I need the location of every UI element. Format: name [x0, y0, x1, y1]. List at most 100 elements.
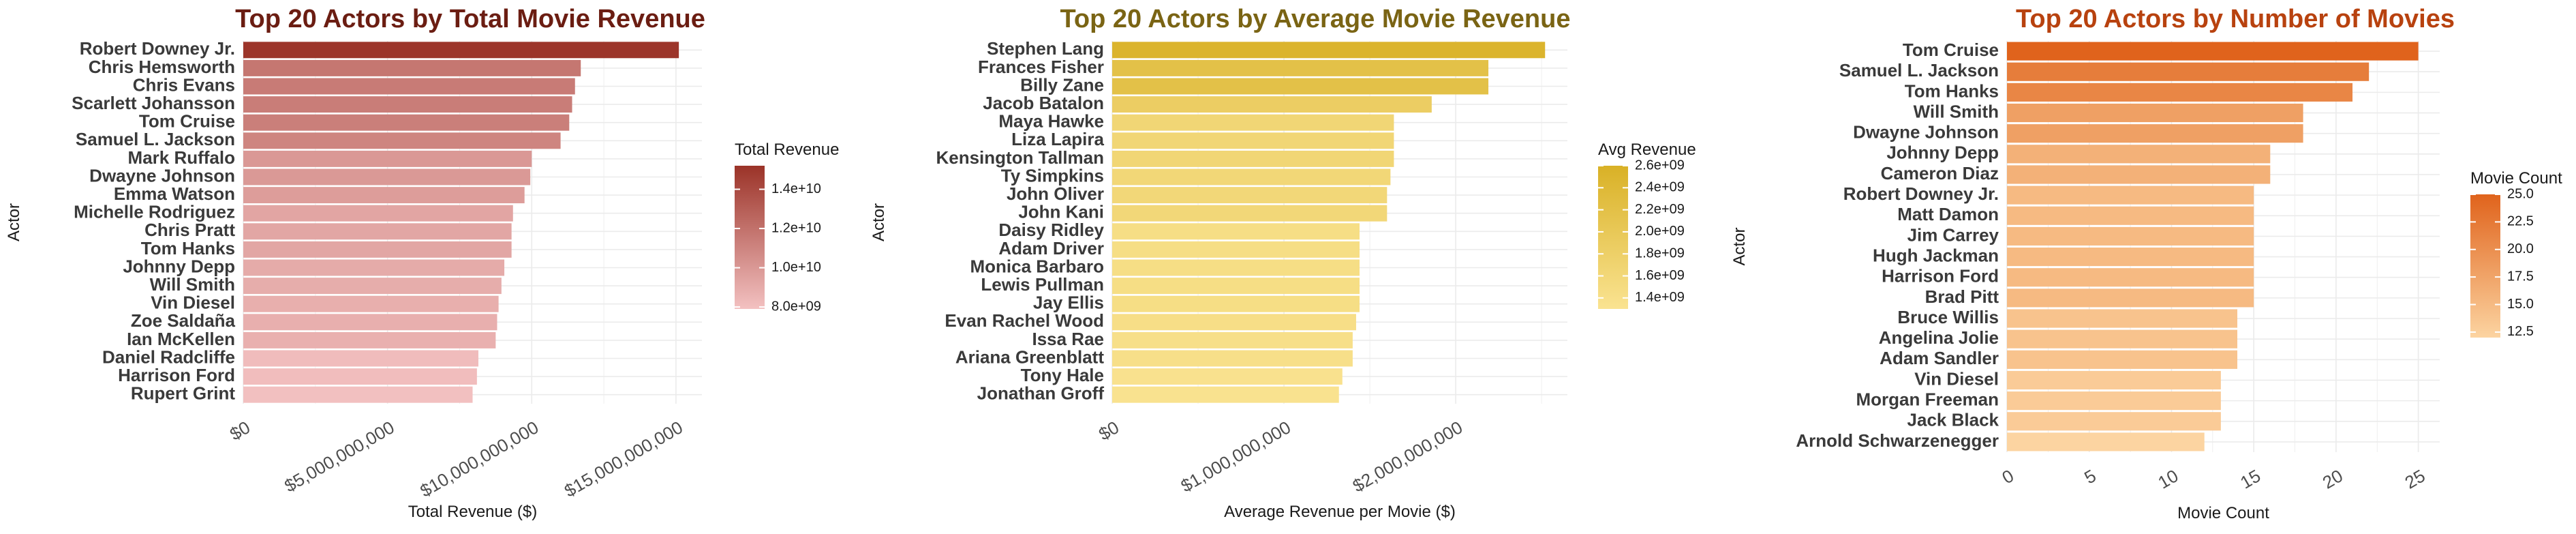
category-tick-label: Arnold Schwarzenegger	[1796, 430, 1999, 451]
bar	[1112, 314, 1356, 331]
category-tick-label: Ariana Greenblatt	[955, 346, 1105, 367]
category-tick-label: Lewis Pullman	[981, 274, 1104, 295]
bar	[2007, 432, 2205, 451]
bar	[243, 132, 561, 149]
bar	[1112, 278, 1360, 295]
bar	[1112, 168, 1391, 186]
bar	[2007, 370, 2221, 390]
category-tick-label: Jay Ellis	[1033, 293, 1104, 313]
category-tick-label: Ian McKellen	[127, 329, 235, 349]
legend-tick-label: 1.4e+09	[1635, 290, 1685, 305]
legend-colorbar	[1598, 166, 1628, 309]
legend-title: Avg Revenue	[1598, 140, 1696, 159]
bar	[243, 96, 572, 113]
bar	[1112, 241, 1360, 258]
bar	[1112, 205, 1387, 222]
category-tick-label: Tom Cruise	[139, 111, 235, 132]
category-tick-label: Jim Carrey	[1907, 224, 1999, 245]
bar	[2007, 248, 2254, 267]
legend-tick-label: 1.6e+09	[1635, 268, 1685, 283]
category-tick-label: Tom Hanks	[1905, 80, 1999, 101]
legend-colorbar	[735, 166, 765, 309]
category-tick-label: Kensington Tallman	[936, 147, 1104, 168]
category-tick-label: Chris Evans	[133, 74, 235, 95]
category-tick-label: Dwayne Johnson	[1853, 122, 1999, 143]
x-tick-label: $15,000,000,000	[561, 417, 686, 501]
x-tick-label: 20	[2319, 465, 2346, 492]
bar	[2007, 329, 2238, 348]
legend: Total Revenue 8.0e+09 1.0e+10 1.2e+10 1.4e+1…	[735, 140, 839, 314]
bar	[2007, 309, 2238, 328]
bar	[2007, 186, 2254, 205]
bar	[2007, 145, 2271, 164]
bar	[243, 350, 478, 367]
bar	[1112, 259, 1360, 276]
bar	[243, 187, 525, 204]
bar	[2007, 165, 2271, 184]
legend-tick-label: 1.2e+10	[771, 220, 821, 235]
category-tick-label: Frances Fisher	[978, 57, 1104, 77]
legend: Avg Revenue 1.4e+09 1.6e+09 1.8e+09 2.0e+09 2…	[1598, 140, 1696, 309]
x-axis-title: Movie Count	[2177, 504, 2269, 522]
category-tick-label: Robert Downey Jr.	[80, 38, 235, 59]
category-tick-label: Maya Hawke	[998, 111, 1104, 132]
category-tick-label: Bruce Willis	[1897, 307, 1999, 327]
category-tick-label: Harrison Ford	[118, 365, 235, 385]
legend-tick-label: 25.0	[2507, 186, 2534, 201]
bar	[2007, 42, 2419, 61]
category-tick-label: Billy Zane	[1020, 74, 1104, 95]
legend-tick-label: 15.0	[2507, 297, 2534, 312]
category-tick-label: Stephen Lang	[987, 38, 1104, 59]
category-tick-label: Johnny Depp	[123, 256, 235, 276]
gridlines	[243, 41, 702, 404]
bar	[2007, 83, 2353, 102]
category-tick-label: John Oliver	[1007, 183, 1104, 204]
chart-title: Top 20 Actors by Average Movie Revenue	[1060, 5, 1571, 33]
legend-tick-label: 2.2e+09	[1635, 202, 1685, 217]
x-tick-label: $2,000,000,000	[1349, 417, 1467, 496]
x-axis-title: Total Revenue ($)	[408, 503, 537, 521]
bar	[2007, 124, 2303, 143]
bar	[243, 114, 570, 131]
category-tick-label: Ty Simpkins	[1001, 165, 1104, 186]
category-tick-label: Cameron Diaz	[1881, 163, 1999, 183]
bar	[1112, 78, 1489, 95]
legend-tick-label: 17.5	[2507, 269, 2534, 284]
category-tick-label: Mark Ruffalo	[128, 147, 235, 168]
x-tick-labels: $0 $5,000,000,000 $10,000,000,000 $15,000,0…	[226, 417, 686, 501]
bar	[243, 241, 512, 258]
x-tick-label: $10,000,000,000	[416, 417, 542, 501]
bar	[243, 368, 477, 385]
category-tick-label: Jonathan Groff	[977, 383, 1105, 404]
y-axis-title: Actor	[870, 203, 888, 241]
bar	[1112, 368, 1343, 385]
gridlines	[1111, 41, 1567, 404]
y-axis-title: Actor	[1730, 227, 1749, 265]
bar	[2007, 103, 2303, 123]
bar	[243, 278, 502, 295]
y-axis-title: Actor	[5, 203, 23, 241]
legend-title: Total Revenue	[735, 140, 839, 159]
bar	[1112, 187, 1387, 204]
bar	[243, 150, 532, 167]
legend-tick-label: 20.0	[2507, 241, 2534, 256]
legend-tick-label: 2.0e+09	[1635, 224, 1685, 239]
category-tick-label: Evan Rachel Wood	[945, 310, 1104, 331]
category-tick-label: Issa Rae	[1032, 329, 1104, 349]
x-tick-label: $1,000,000,000	[1178, 417, 1295, 496]
bar	[243, 59, 581, 76]
x-tick-label: 5	[2081, 465, 2100, 488]
bar	[2007, 268, 2254, 287]
category-tick-label: Will Smith	[1914, 101, 1999, 121]
category-tick-label: Morgan Freeman	[1856, 389, 1999, 410]
category-tick-label: Samuel L. Jackson	[1839, 60, 1999, 80]
category-tick-label: Adam Sandler	[1880, 348, 1999, 368]
category-tick-label: John Kani	[1018, 202, 1104, 222]
